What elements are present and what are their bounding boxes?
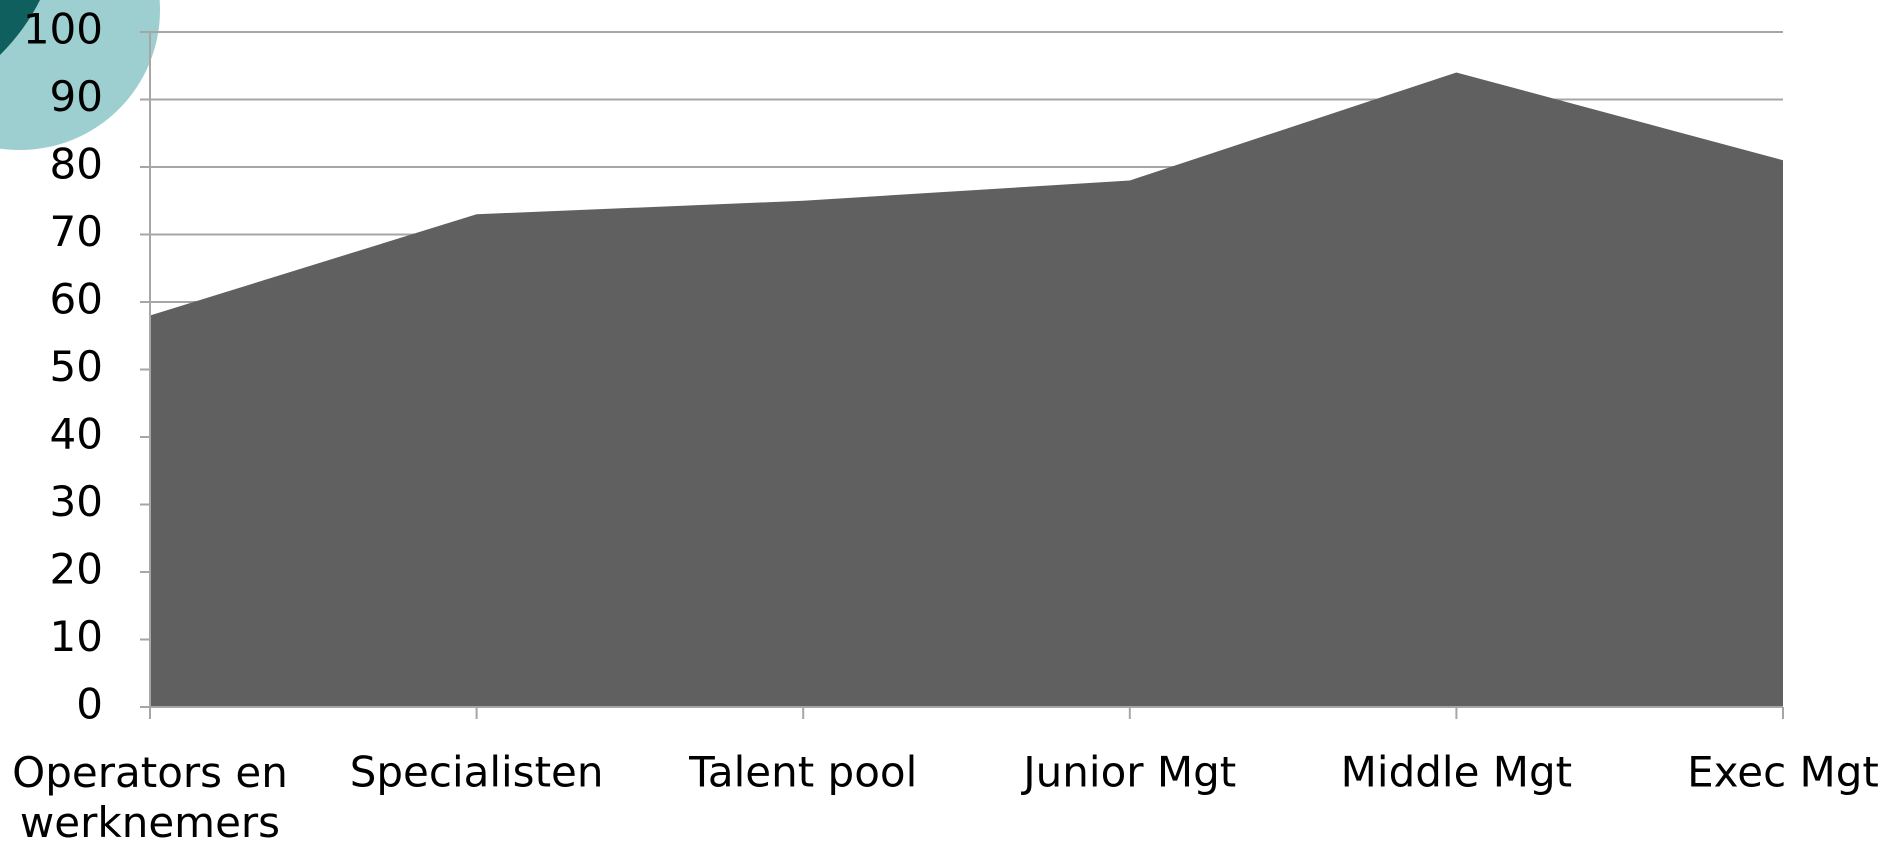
x-tick-label: Middle Mgt — [1341, 748, 1572, 797]
y-tick-label: 10 — [50, 612, 103, 661]
x-tick-label: Talent pool — [688, 748, 917, 797]
area — [150, 72, 1783, 707]
y-tick-label: 100 — [23, 5, 103, 54]
decor-shape — [0, 0, 40, 55]
x-tick-label: Operators en werknemers — [12, 748, 288, 843]
y-tick-label: 60 — [50, 275, 103, 324]
y-tick-label: 40 — [50, 410, 103, 459]
y-tick-label: 30 — [50, 477, 103, 526]
y-tick-label: 90 — [50, 72, 103, 121]
x-tick-label: Specialisten — [350, 748, 604, 797]
y-tick-label: 70 — [50, 207, 103, 256]
y-tick-label: 80 — [50, 140, 103, 189]
y-tick-label: 50 — [50, 342, 103, 391]
x-tick-label: Junior Mgt — [1020, 748, 1236, 797]
y-tick-label: 20 — [50, 545, 103, 594]
decor-circle — [0, 0, 160, 150]
y-tick-label: 0 — [76, 680, 103, 729]
x-tick-label: Exec Mgt — [1687, 748, 1879, 797]
